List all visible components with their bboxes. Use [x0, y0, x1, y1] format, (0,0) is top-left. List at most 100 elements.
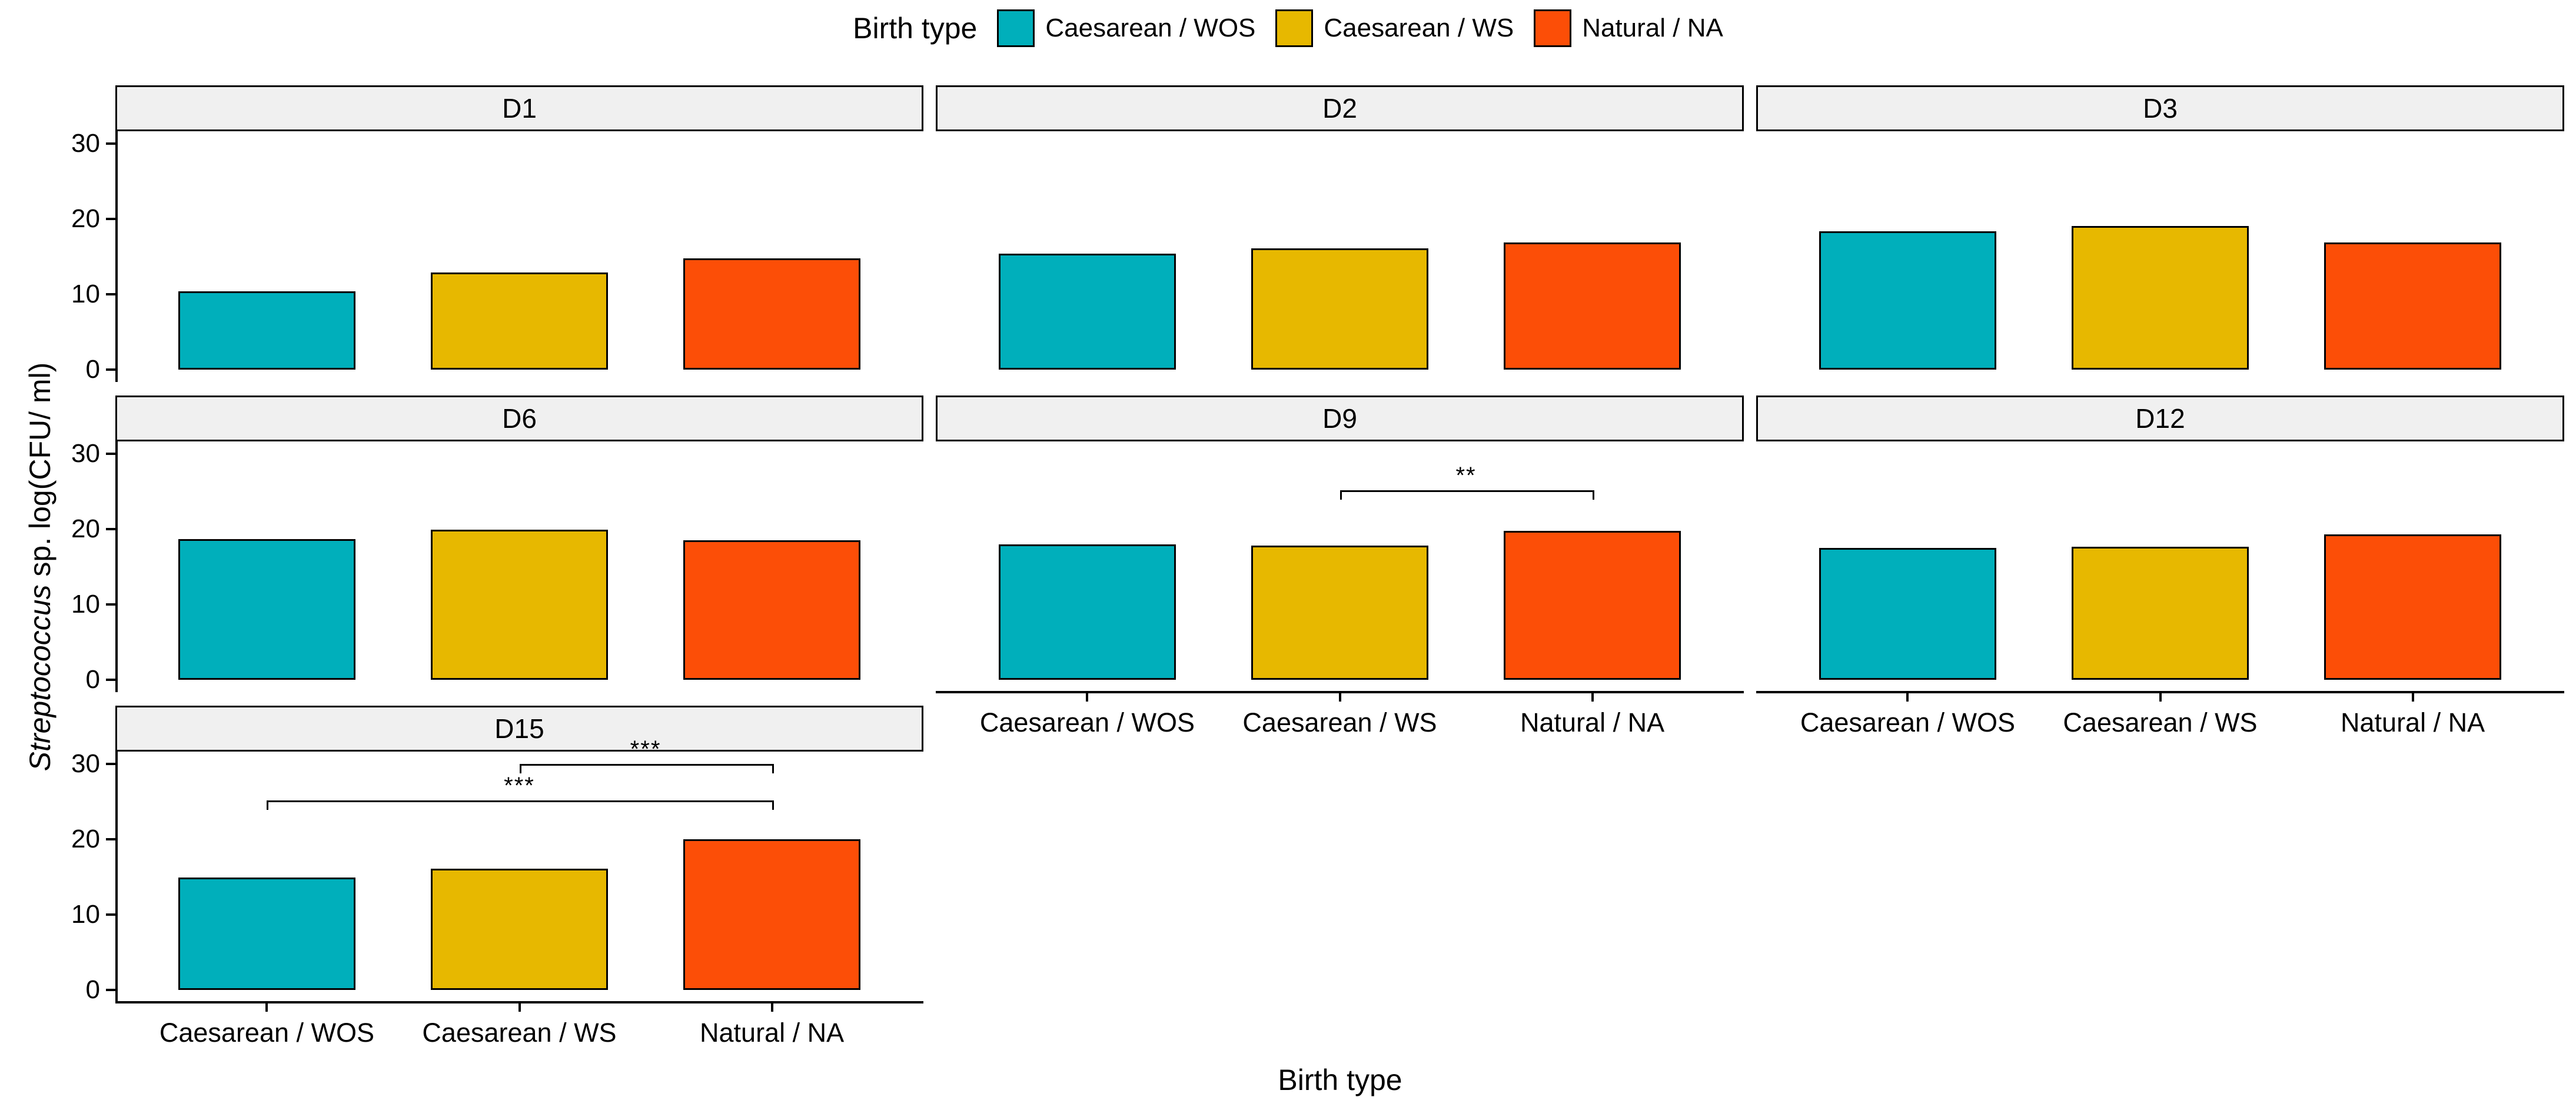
legend-title: Birth type [853, 12, 978, 45]
facet-panel-D15: 0 10 20 30 Caesarean / WOS Caesarean / WS Natu… [71, 736, 923, 1048]
significance-bracket [1339, 490, 1593, 492]
significance-bracket-end [519, 764, 521, 774]
significance-bracket [267, 800, 772, 802]
y-tick-label: 30 [71, 439, 100, 468]
y-tick-mark [106, 603, 115, 606]
x-tick-label: Natural / NA [1520, 707, 1665, 737]
legend-entry-2: Caesarean / WS [1275, 9, 1514, 47]
y-tick-label: 0 [85, 354, 100, 384]
facet-strip-D12: D12 [1756, 396, 2564, 441]
bar-D2-caesarean-wos [998, 253, 1176, 370]
y-tick-mark [106, 913, 115, 916]
x-tick-label: Natural / NA [700, 1018, 845, 1048]
y-axis-title: Streptococcus sp. log(CFU/ ml) [23, 363, 57, 772]
x-tick-mark [770, 1002, 773, 1012]
x-tick-label: Caesarean / WS [2063, 707, 2258, 737]
y-tick-label: 10 [71, 279, 100, 308]
x-tick-mark [1906, 692, 1909, 702]
x-tick-mark [1338, 692, 1341, 702]
significance-bracket-end [772, 800, 774, 810]
facet-panel-D12: Caesarean / WOS Caesarean / WS Natural / N… [1756, 441, 2564, 737]
y-tick-mark [106, 368, 115, 371]
significance-label: ** [1455, 462, 1477, 488]
y-tick-mark [106, 142, 115, 145]
legend-entry-3: Natural / NA [1534, 9, 1723, 47]
facet-strip-D15: D15 [115, 706, 923, 752]
bar-D2-natural-na [1504, 242, 1681, 370]
bar-D9-caesarean-wos [998, 544, 1176, 680]
bar-D3-caesarean-ws [2072, 225, 2249, 370]
bar-D12-caesarean-wos [1819, 548, 1996, 680]
x-tick-label: Natural / NA [2341, 707, 2485, 737]
y-tick-mark [106, 763, 115, 766]
bar-D1-caesarean-wos [178, 291, 355, 370]
y-axis-line [115, 131, 118, 382]
bar-D9-caesarean-ws [1251, 546, 1428, 680]
legend-swatch-icon [1275, 9, 1314, 47]
facet-strip-label: D6 [502, 403, 537, 434]
facet-panel-D3 [1756, 131, 2564, 382]
legend-entry-1: Caesarean / WOS [997, 9, 1255, 47]
bar-D6-caesarean-ws [431, 530, 608, 680]
facet-strip-label: D15 [494, 713, 544, 744]
significance-bracket-end [1339, 490, 1342, 500]
y-tick-label: 30 [71, 749, 100, 779]
y-tick-label: 20 [71, 514, 100, 544]
legend: Birth type Caesarean / WOS Caesarean / WS… [0, 9, 2576, 47]
significance-bracket-end [1592, 490, 1594, 500]
y-tick-label: 10 [71, 899, 100, 929]
legend-swatch-icon [1534, 9, 1572, 47]
facet-panel-D2 [936, 131, 1744, 382]
bar-D15-natural-na [683, 839, 861, 990]
bar-D15-caesarean-wos [178, 878, 355, 990]
x-tick-mark [265, 1002, 268, 1012]
y-tick-mark [106, 988, 115, 991]
x-tick-mark [2159, 692, 2162, 702]
facet-strip-label: D9 [1322, 403, 1357, 434]
facet-strip-label: D2 [1322, 93, 1357, 124]
x-tick-mark [1591, 692, 1594, 702]
legend-swatch-icon [997, 9, 1035, 47]
facet-strip-D2: D2 [936, 85, 1744, 131]
bar-D1-natural-na [683, 258, 861, 370]
y-tick-mark [106, 453, 115, 456]
x-tick-mark [2411, 692, 2414, 702]
x-tick-label: Caesarean / WOS [979, 707, 1195, 737]
y-axis-title-italic: Streptococcus [24, 584, 56, 772]
x-tick-label: Caesarean / WOS [1800, 707, 2016, 737]
facet-panel-D9: Caesarean / WOS Caesarean / WS Natural / N… [936, 441, 1744, 737]
y-tick-label: 10 [71, 589, 100, 619]
facet-panel-D6: 0 10 20 30 [71, 439, 923, 694]
y-tick-mark [106, 293, 115, 295]
y-tick-label: 30 [71, 129, 100, 158]
legend-entry-label: Caesarean / WS [1324, 14, 1514, 42]
bar-D6-natural-na [683, 540, 861, 680]
legend-entry-label: Natural / NA [1582, 14, 1723, 42]
y-tick-mark [106, 838, 115, 841]
bar-D6-caesarean-wos [178, 539, 355, 680]
y-tick-label: 0 [85, 975, 100, 1004]
facet-strip-D1: D1 [115, 85, 923, 131]
x-tick-label: Caesarean / WS [422, 1018, 617, 1048]
significance-label: *** [504, 772, 535, 799]
facet-strip-D6: D6 [115, 396, 923, 441]
significance-bracket-end [772, 764, 774, 774]
facet-strip-label: D1 [502, 93, 537, 124]
y-axis-title-rest: sp. log(CFU/ ml) [24, 362, 56, 585]
significance-bracket [519, 764, 772, 766]
significance-label: *** [630, 736, 662, 763]
y-tick-mark [106, 678, 115, 681]
bar-D3-caesarean-wos [1819, 231, 1996, 370]
bar-D12-natural-na [2324, 534, 2502, 680]
y-tick-label: 20 [71, 825, 100, 854]
y-tick-label: 20 [71, 204, 100, 234]
x-tick-mark [1086, 692, 1089, 702]
facet-panel-D1: 0 10 20 30 [71, 129, 923, 384]
x-axis-title: Birth type [1278, 1064, 1402, 1096]
facet-strip-D9: D9 [936, 396, 1744, 441]
x-tick-mark [518, 1002, 521, 1012]
y-tick-mark [106, 528, 115, 531]
bar-D15-caesarean-ws [431, 868, 608, 990]
significance-bracket-end [267, 800, 269, 810]
